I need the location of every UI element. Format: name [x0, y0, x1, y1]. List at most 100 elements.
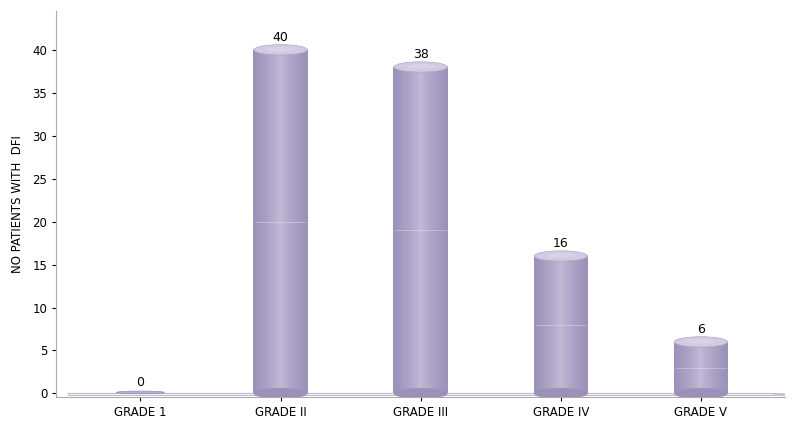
Bar [553, 256, 555, 393]
Bar [684, 342, 685, 393]
Bar [546, 256, 548, 393]
Bar [544, 256, 545, 393]
Bar [436, 67, 437, 393]
Bar [548, 256, 549, 393]
Bar [691, 342, 692, 393]
Ellipse shape [674, 337, 728, 347]
Bar [259, 50, 261, 393]
Bar [433, 67, 435, 393]
Bar [415, 67, 416, 393]
Bar [551, 256, 552, 393]
Bar [295, 50, 296, 393]
Bar [720, 342, 721, 393]
Bar [578, 256, 579, 393]
Bar [407, 67, 408, 393]
Bar [421, 67, 423, 393]
Bar [264, 50, 265, 393]
Bar [681, 342, 682, 393]
Bar [288, 50, 290, 393]
Bar [582, 256, 583, 393]
Bar [547, 256, 548, 393]
Bar [447, 67, 448, 393]
Bar [414, 67, 416, 393]
Bar [281, 50, 283, 393]
Text: 38: 38 [412, 48, 428, 61]
Bar [443, 67, 444, 393]
Ellipse shape [266, 47, 295, 52]
Bar [703, 342, 704, 393]
Bar [536, 256, 537, 393]
Bar [302, 50, 303, 393]
Bar [272, 50, 274, 393]
Bar [688, 342, 689, 393]
Bar [586, 256, 587, 393]
Ellipse shape [686, 339, 716, 344]
Bar [300, 50, 302, 393]
Bar [570, 256, 571, 393]
Bar [680, 342, 681, 393]
Bar [426, 67, 427, 393]
Bar [253, 50, 255, 393]
Bar [568, 256, 569, 393]
Bar [283, 50, 284, 393]
Bar [685, 342, 686, 393]
Bar [560, 256, 562, 393]
Bar [290, 50, 291, 393]
Bar [539, 256, 540, 393]
Bar [721, 342, 723, 393]
Bar [726, 342, 727, 393]
Bar [574, 256, 576, 393]
Bar [444, 67, 445, 393]
Bar [537, 256, 538, 393]
Bar [270, 50, 271, 393]
Bar [552, 256, 554, 393]
Bar [287, 50, 288, 393]
Bar [398, 67, 399, 393]
Bar [437, 67, 438, 393]
Bar [445, 67, 446, 393]
Bar [560, 256, 561, 393]
Bar [285, 50, 286, 393]
Bar [267, 50, 269, 393]
Bar [418, 67, 419, 393]
Bar [572, 256, 573, 393]
Ellipse shape [534, 388, 587, 399]
Bar [713, 342, 715, 393]
Bar [273, 50, 275, 393]
Bar [405, 67, 406, 393]
Bar [292, 50, 293, 393]
Bar [545, 256, 546, 393]
Bar [266, 50, 267, 393]
Ellipse shape [116, 391, 164, 394]
Bar [581, 256, 583, 393]
Bar [284, 50, 285, 393]
Bar [541, 256, 543, 393]
Ellipse shape [406, 64, 435, 69]
Bar [585, 256, 586, 393]
Bar [425, 67, 426, 393]
Bar [299, 50, 301, 393]
Bar [695, 342, 696, 393]
Bar [540, 256, 541, 393]
Bar [441, 67, 443, 393]
Bar [434, 67, 435, 393]
Bar [716, 342, 717, 393]
Bar [697, 342, 698, 393]
Text: 40: 40 [272, 31, 288, 44]
Bar [678, 342, 679, 393]
Bar [564, 256, 565, 393]
Bar [304, 50, 305, 393]
Bar [258, 50, 259, 393]
Bar [397, 67, 398, 393]
Bar [689, 342, 690, 393]
Bar [554, 256, 556, 393]
Ellipse shape [546, 253, 576, 258]
Bar [699, 342, 700, 393]
Bar [420, 67, 422, 393]
Bar [674, 342, 676, 393]
Bar [533, 256, 535, 393]
Bar [557, 256, 558, 393]
Bar [720, 342, 722, 393]
Bar [724, 342, 725, 393]
Bar [725, 342, 726, 393]
